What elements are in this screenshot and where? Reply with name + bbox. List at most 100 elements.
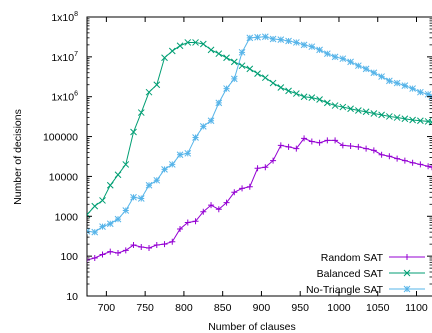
data-point: [114, 171, 122, 179]
data-point: [200, 208, 207, 215]
data-point: [146, 245, 153, 252]
data-point: [238, 48, 246, 56]
data-point: [192, 39, 199, 46]
y-tick-label: 1x108: [51, 11, 78, 24]
data-point: [99, 251, 106, 258]
x-tick-label: 900: [253, 302, 271, 314]
x-tick-label: 1050: [366, 302, 390, 314]
data-point: [285, 87, 292, 95]
data-point: [137, 195, 145, 202]
data-point: [269, 35, 277, 43]
data-point: [161, 166, 168, 173]
data-point: [401, 82, 409, 89]
series-no-triangle-sat: [87, 33, 432, 236]
data-point: [199, 123, 207, 130]
data-point: [176, 42, 184, 50]
data-point: [215, 99, 223, 107]
data-point: [424, 90, 432, 98]
data-point: [169, 238, 176, 245]
data-point: [161, 241, 168, 248]
series-line: [87, 36, 432, 233]
data-point: [331, 53, 339, 61]
data-point: [300, 41, 308, 49]
series-line: [87, 137, 432, 261]
data-point: [270, 157, 277, 164]
data-point: [292, 90, 300, 97]
data-point: [393, 79, 401, 87]
data-point: [114, 215, 122, 223]
data-point: [238, 62, 246, 70]
axis-layer: 700 750 800 850 900 950 1000 1050 1100 10 100 1000 1…: [43, 11, 432, 314]
data-point: [378, 151, 385, 158]
data-point: [339, 142, 346, 149]
data-point: [254, 70, 261, 77]
data-point: [370, 69, 378, 77]
data-point: [184, 149, 192, 157]
data-point: [339, 55, 347, 63]
data-point: [106, 181, 114, 189]
data-point: [347, 143, 354, 150]
data-point: [215, 206, 222, 213]
data-point: [339, 103, 347, 111]
data-point: [192, 218, 199, 225]
data-point: [324, 137, 331, 144]
x-axis-label: Number of clauses: [208, 321, 296, 333]
data-point: [285, 143, 292, 150]
data-point: [362, 65, 370, 73]
data-point: [87, 227, 91, 235]
data-point: [130, 242, 137, 249]
data-point: [308, 138, 315, 145]
data-point: [269, 79, 277, 87]
data-point: [355, 143, 362, 150]
data-point: [223, 85, 230, 92]
data-point: [425, 163, 432, 170]
data-point: [300, 93, 308, 101]
data-point: [308, 43, 316, 51]
series-line: [87, 41, 432, 215]
data-point: [115, 249, 122, 256]
legend-label: Random SAT: [321, 252, 384, 264]
data-point: [231, 189, 238, 196]
data-point: [386, 153, 393, 160]
y-tick-label: 1000: [55, 211, 79, 223]
data-point: [277, 142, 284, 149]
data-point: [277, 36, 285, 44]
x-tick-label: 850: [214, 302, 232, 314]
data-point: [130, 193, 137, 201]
y-axis-label: Number of decisions: [12, 109, 24, 205]
data-point: [428, 118, 432, 126]
data-point: [168, 47, 176, 55]
data-point: [378, 73, 385, 80]
plot-border: [86, 16, 432, 297]
legend-swatch-marker: [403, 269, 411, 277]
data-point: [386, 77, 393, 85]
data-point: [184, 39, 192, 46]
data-point: [137, 109, 145, 116]
data-point: [323, 50, 331, 58]
data-point: [130, 128, 137, 136]
data-point: [323, 99, 331, 107]
data-point: [91, 202, 99, 210]
data-point: [254, 33, 261, 41]
data-point: [246, 65, 254, 73]
data-point: [370, 110, 378, 117]
data-point: [230, 58, 238, 66]
data-point: [293, 145, 300, 152]
data-point: [223, 54, 230, 62]
data-point: [308, 94, 316, 101]
data-point: [177, 225, 184, 232]
y-tick-label: 10: [66, 291, 78, 303]
series-layer: [87, 33, 432, 264]
data-point: [138, 243, 145, 250]
data-point: [417, 88, 424, 96]
y-tick-label: 1x107: [51, 51, 78, 64]
data-point: [316, 139, 323, 146]
data-point: [354, 62, 362, 70]
data-point: [99, 197, 106, 204]
data-point: [409, 85, 416, 92]
data-point: [99, 223, 106, 230]
data-point: [161, 54, 168, 62]
data-point: [262, 164, 269, 171]
x-tick-label: 1100: [405, 302, 428, 314]
data-point: [246, 34, 254, 42]
